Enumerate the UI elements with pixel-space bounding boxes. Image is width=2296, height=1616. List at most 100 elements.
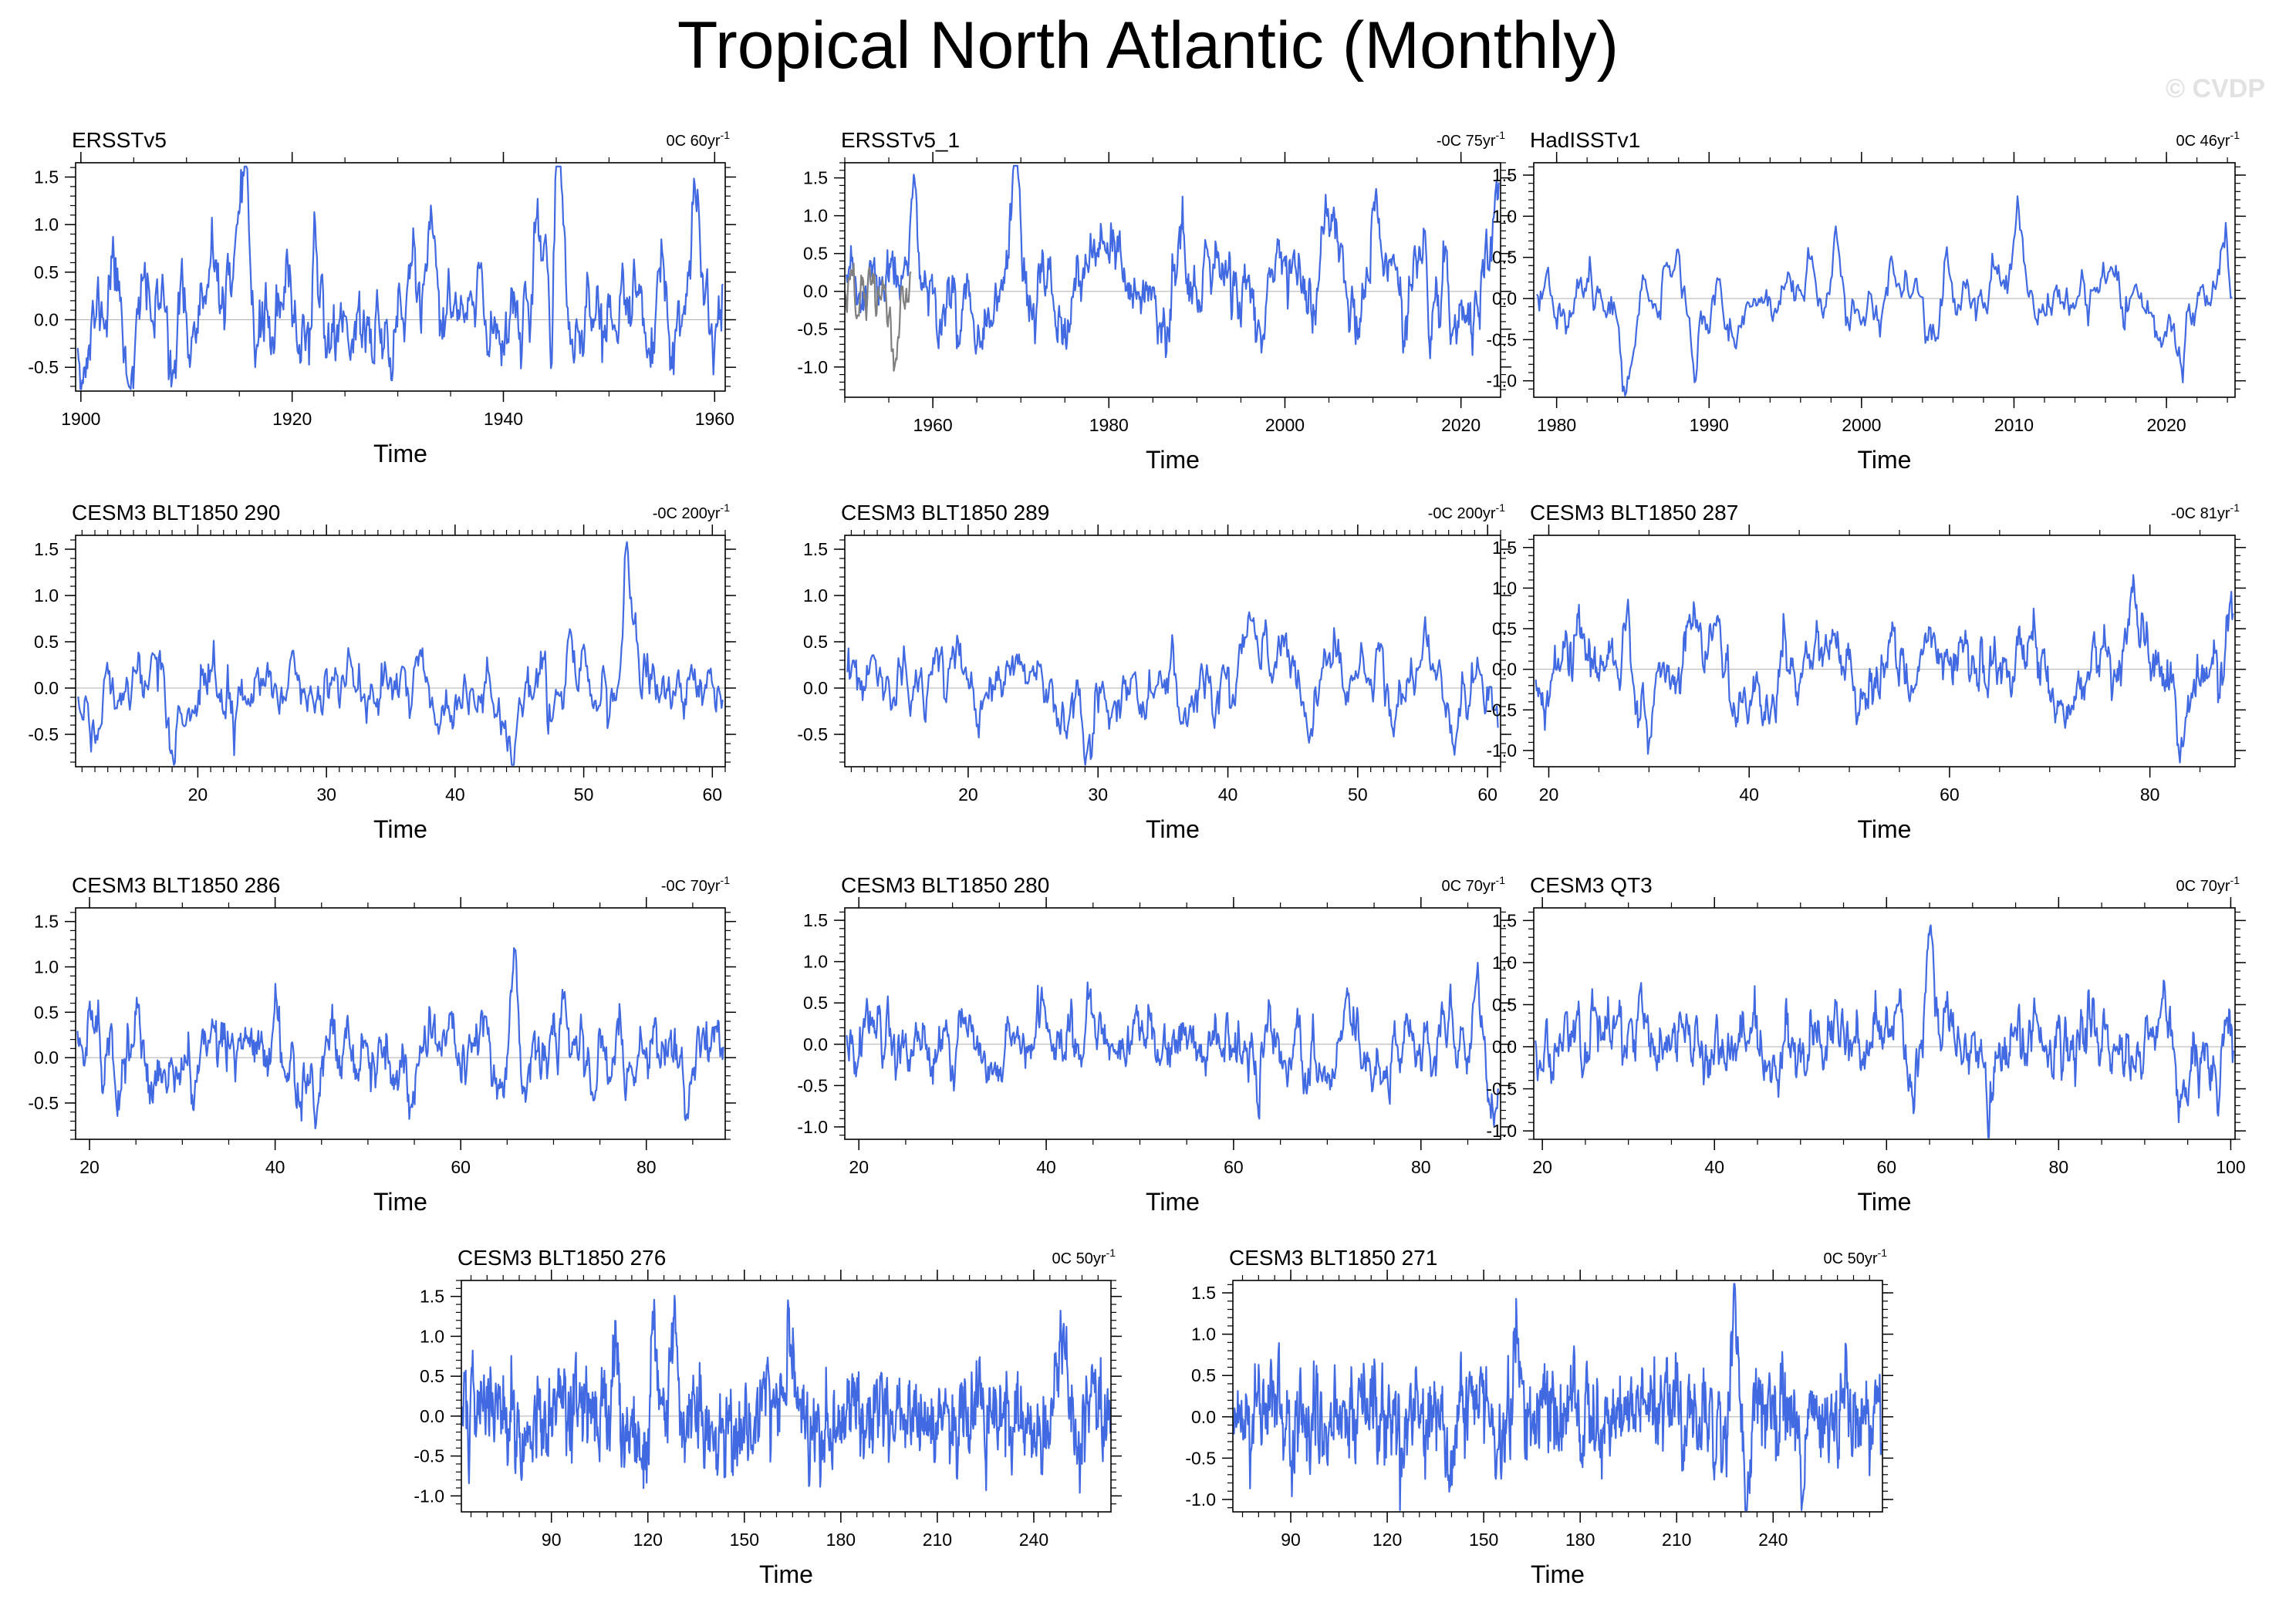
plot-frame bbox=[1533, 162, 2236, 398]
x-axis-label: Time bbox=[373, 440, 427, 467]
panel-annotation-sup: -1 bbox=[2230, 874, 2240, 886]
x-tick-label: 40 bbox=[265, 1157, 285, 1177]
x-tick-label: 150 bbox=[1469, 1530, 1498, 1550]
x-tick-label: 20 bbox=[958, 784, 978, 805]
panel-annotation: -0C 200yr-1 bbox=[653, 501, 730, 522]
y-tick-label: 1.5 bbox=[1492, 165, 1517, 185]
y-tick-label: 0.0 bbox=[803, 678, 828, 698]
x-tick-label: 50 bbox=[574, 784, 594, 805]
y-tick-label: -0.5 bbox=[28, 1093, 59, 1113]
x-axis-label: Time bbox=[1531, 1560, 1585, 1588]
x-tick-label: 180 bbox=[1565, 1530, 1595, 1550]
y-tick-label: 1.0 bbox=[803, 585, 828, 606]
x-axis-label: Time bbox=[1146, 446, 1200, 474]
x-tick-label: 30 bbox=[1088, 784, 1108, 805]
panel-title: CESM3 BLT1850 289 bbox=[841, 501, 1049, 525]
chart-panel-7: CESM3 BLT1850 286 -0C 70yr-1 -0.5 0.0 0.5 1.0… bbox=[28, 873, 736, 1216]
x-axis-label: Time bbox=[1858, 446, 1912, 474]
x-tick-label: 1960 bbox=[913, 415, 953, 435]
y-tick-label: 1.0 bbox=[34, 956, 59, 977]
plot-frame bbox=[844, 907, 1501, 1140]
panel-title: CESM3 QT3 bbox=[1530, 873, 1653, 897]
y-tick-label: 1.5 bbox=[34, 167, 59, 187]
plot-frame bbox=[75, 162, 726, 392]
y-tick-label: -1.0 bbox=[1486, 741, 1517, 761]
panel-annotation: 0C 70yr-1 bbox=[2176, 874, 2240, 895]
chart-panel-2: ERSSTv5_1 -0C 75yr-1 -1.0 -0.5 0.0 0.5 1.0 1.5 1… bbox=[797, 128, 1511, 474]
x-tick-label: 60 bbox=[1477, 784, 1497, 805]
x-axis-label: Time bbox=[759, 1560, 813, 1588]
x-axis-label: Time bbox=[373, 815, 427, 843]
y-tick-label: -1.0 bbox=[414, 1486, 444, 1506]
y-tick-label: 0.0 bbox=[803, 282, 828, 302]
y-tick-label: 0.5 bbox=[34, 632, 59, 652]
y-tick-label: 1.5 bbox=[420, 1287, 444, 1307]
x-tick-label: 2020 bbox=[2146, 415, 2186, 435]
x-tick-label: 210 bbox=[1662, 1530, 1691, 1550]
x-tick-label: 90 bbox=[542, 1530, 562, 1550]
series-line-1 bbox=[461, 1294, 1112, 1494]
chart-panel-6: CESM3 BLT1850 287 -0C 81yr-1 -1.0 -0.5 0.0 0.… bbox=[1486, 501, 2246, 843]
plot-frame bbox=[1232, 1280, 1883, 1513]
y-tick-label: 0.0 bbox=[1492, 660, 1517, 680]
x-tick-label: 40 bbox=[1739, 784, 1759, 805]
chart-panel-1: ERSSTv5 0C 60yr-1 -0.5 0.0 0.5 1.0 1.5 1900 1920… bbox=[28, 128, 736, 467]
y-tick-label: 1.0 bbox=[34, 214, 59, 234]
series-line-1 bbox=[76, 165, 724, 390]
y-tick-label: 1.5 bbox=[34, 539, 59, 559]
x-tick-label: 60 bbox=[1940, 784, 1960, 805]
y-tick-label: -0.5 bbox=[28, 357, 59, 377]
x-tick-label: 1900 bbox=[61, 409, 100, 429]
x-tick-label: 120 bbox=[1373, 1530, 1402, 1550]
chart-panel-11: CESM3 BLT1850 271 0C 50yr-1 -1.0 -0.5 0.0 0.5… bbox=[1185, 1246, 1893, 1588]
y-tick-label: 1.5 bbox=[803, 168, 828, 188]
x-tick-label: 30 bbox=[316, 784, 336, 805]
x-tick-label: 40 bbox=[1218, 784, 1238, 805]
x-tick-label: 20 bbox=[188, 784, 208, 805]
y-tick-label: -1.0 bbox=[1486, 371, 1517, 391]
panel-annotation-sup: -1 bbox=[1106, 1247, 1116, 1259]
series-line-1 bbox=[1536, 195, 2233, 396]
y-tick-label: 0.5 bbox=[803, 244, 828, 264]
y-tick-label: 1.5 bbox=[803, 539, 828, 559]
chart-panel-8: CESM3 BLT1850 280 0C 70yr-1 -1.0 -0.5 0.0 0.5… bbox=[797, 873, 1511, 1216]
x-tick-label: 40 bbox=[1036, 1157, 1056, 1177]
panel-annotation: 0C 46yr-1 bbox=[2176, 129, 2240, 150]
watermark: © CVDP bbox=[2166, 74, 2265, 103]
series-line-1 bbox=[1535, 574, 2234, 764]
x-tick-label: 150 bbox=[730, 1530, 759, 1550]
y-tick-label: -1.0 bbox=[1185, 1489, 1216, 1510]
panel-annotation: 0C 50yr-1 bbox=[1824, 1247, 1888, 1267]
y-tick-label: 0.5 bbox=[420, 1366, 444, 1386]
series-line-1 bbox=[846, 164, 1500, 359]
x-tick-label: 1940 bbox=[484, 409, 523, 429]
x-tick-label: 20 bbox=[79, 1157, 100, 1177]
panel-annotation-sup: -1 bbox=[2230, 501, 2240, 514]
x-tick-label: 240 bbox=[1758, 1530, 1788, 1550]
y-tick-label: -0.5 bbox=[414, 1446, 444, 1466]
y-tick-label: 0.0 bbox=[420, 1406, 444, 1426]
x-tick-label: 40 bbox=[445, 784, 465, 805]
x-tick-label: 1990 bbox=[1690, 415, 1729, 435]
y-tick-label: -0.5 bbox=[797, 319, 828, 339]
y-tick-label: 0.5 bbox=[1492, 619, 1517, 639]
plot-frame bbox=[1533, 907, 2236, 1140]
y-tick-label: 1.0 bbox=[803, 952, 828, 972]
y-tick-label: 1.0 bbox=[1191, 1324, 1216, 1344]
x-tick-label: 20 bbox=[849, 1157, 869, 1177]
panel-annotation: 0C 70yr-1 bbox=[1442, 874, 1506, 895]
panel-title: HadISSTv1 bbox=[1530, 128, 1640, 152]
panel-annotation-sup: -1 bbox=[721, 129, 731, 141]
plot-frame bbox=[844, 162, 1501, 398]
chart-panel-4: CESM3 BLT1850 290 -0C 200yr-1 -0.5 0.0 0.5 1.… bbox=[28, 501, 736, 843]
y-tick-label: 1.5 bbox=[1492, 538, 1517, 558]
chart-panel-10: CESM3 BLT1850 276 0C 50yr-1 -1.0 -0.5 0.0 0.5… bbox=[414, 1246, 1122, 1588]
figure-title: Tropical North Atlantic (Monthly) bbox=[677, 8, 1619, 83]
x-tick-label: 210 bbox=[923, 1530, 952, 1550]
x-axis-label: Time bbox=[1858, 1188, 1912, 1216]
x-axis-label: Time bbox=[1858, 815, 1912, 843]
y-tick-label: 1.0 bbox=[1492, 578, 1517, 598]
y-tick-label: 1.5 bbox=[34, 912, 59, 932]
x-tick-label: 80 bbox=[636, 1157, 657, 1177]
